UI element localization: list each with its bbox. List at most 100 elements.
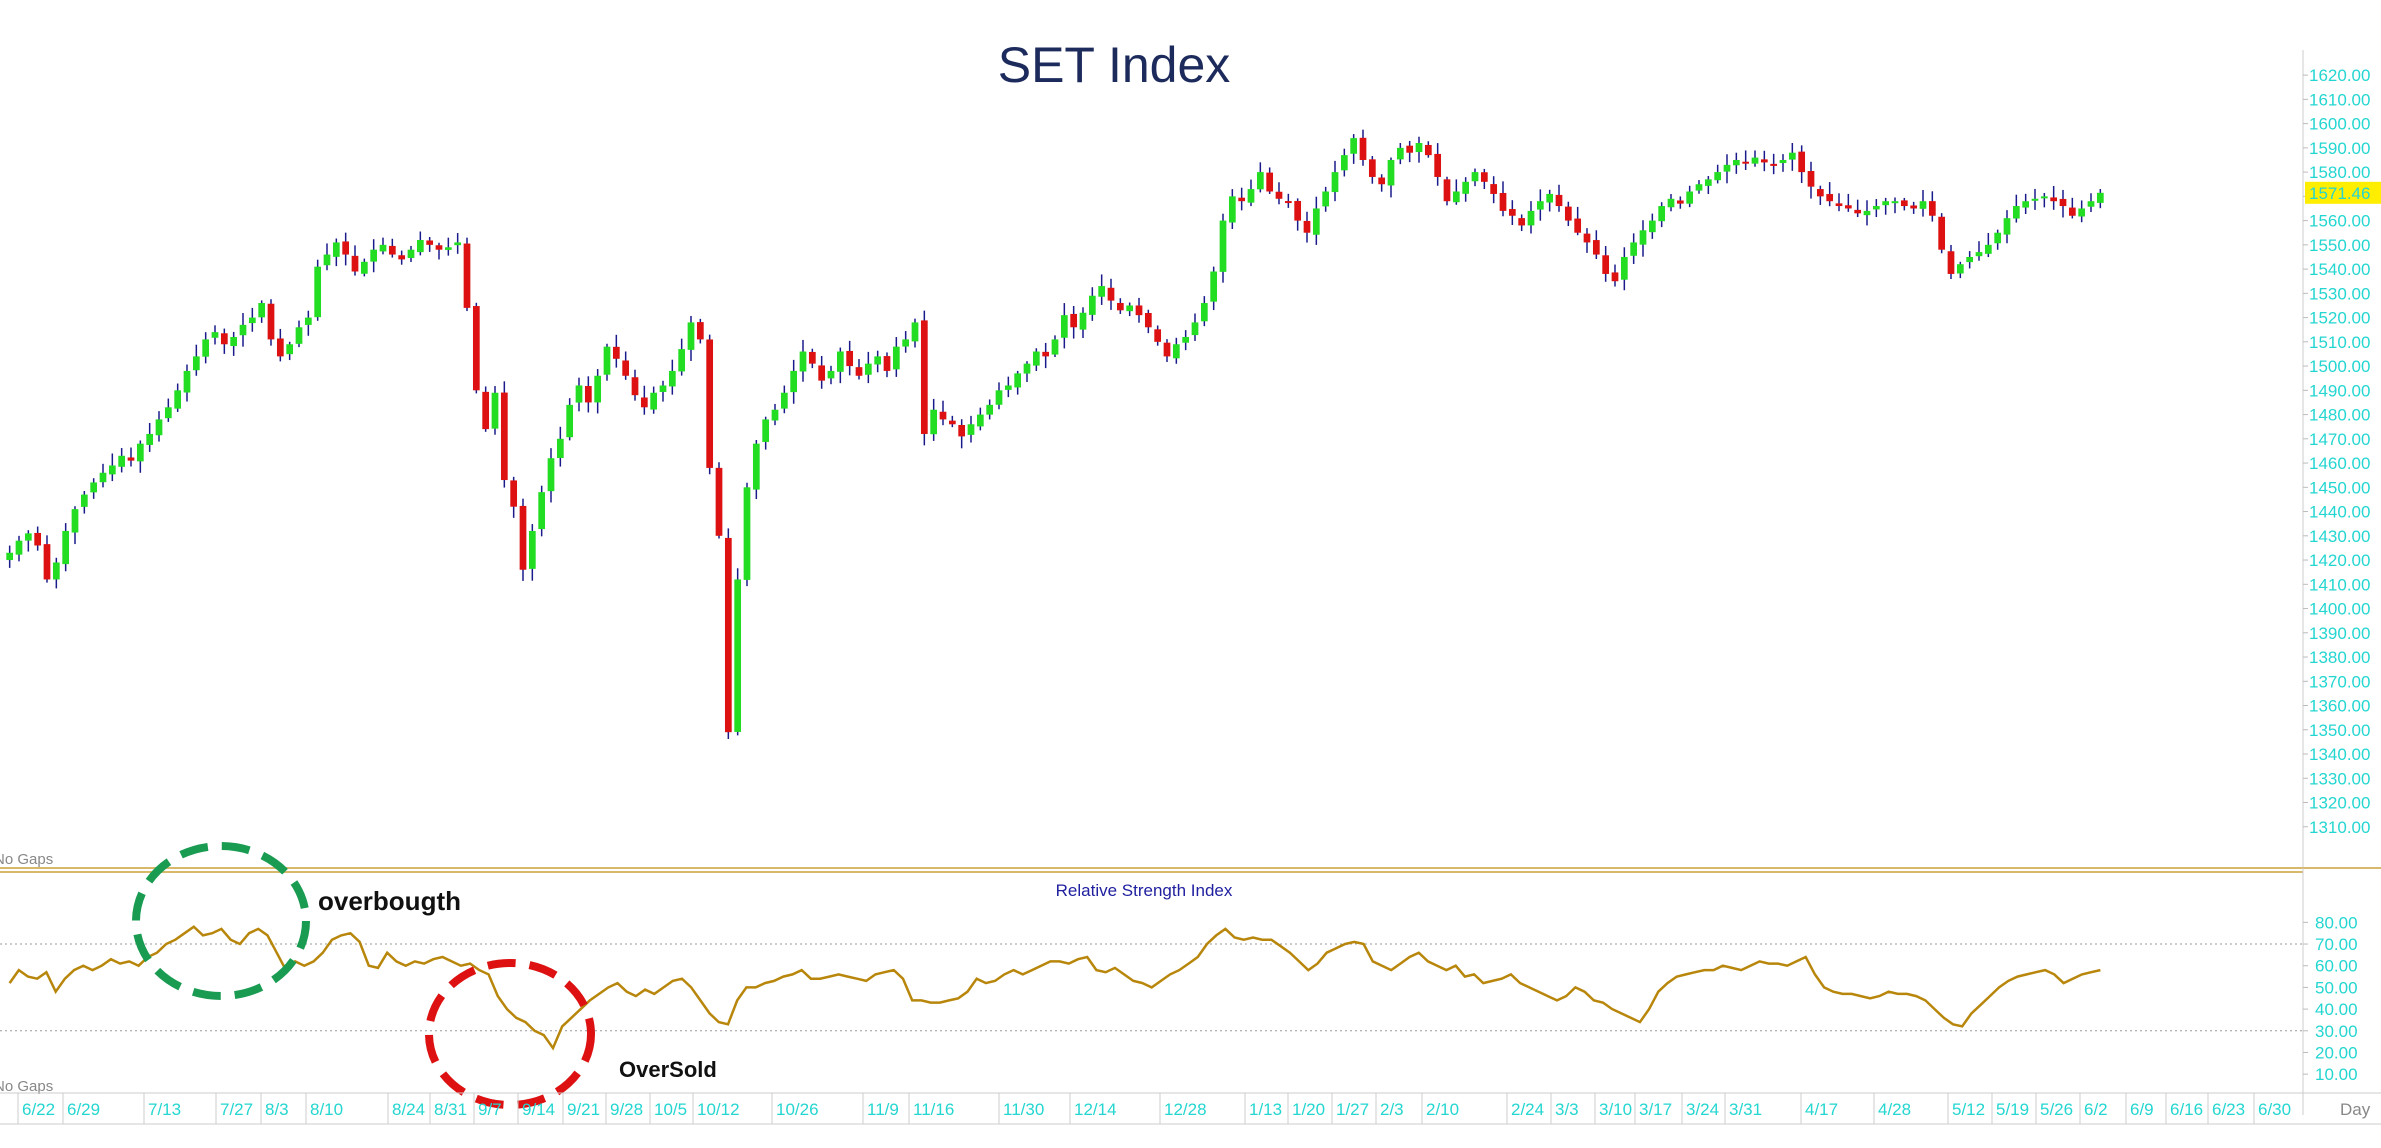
candle — [118, 448, 126, 473]
candle — [71, 506, 79, 545]
candle — [444, 237, 452, 256]
candle-body-up — [360, 261, 368, 274]
candle — [1163, 339, 1171, 362]
candle — [1443, 176, 1451, 206]
candle-body-down — [1564, 206, 1572, 221]
candle-body-up — [2087, 201, 2095, 207]
candle — [1060, 303, 1068, 349]
candle — [1378, 174, 1386, 192]
candle — [1424, 141, 1432, 158]
candle — [2012, 194, 2020, 223]
candle-body-up — [995, 390, 1003, 405]
oversold-circle — [425, 959, 595, 1109]
candle-body-up — [864, 363, 872, 375]
price-axis-tick-label: 1330.00 — [2309, 769, 2370, 788]
candle — [1620, 247, 1628, 291]
candle — [510, 476, 518, 518]
candle-body-up — [239, 324, 247, 336]
candle — [892, 337, 900, 377]
candle-body-down — [1144, 313, 1152, 328]
candle-body-down — [1490, 184, 1498, 194]
candle — [211, 325, 219, 345]
price-axis-tick-label: 1460.00 — [2309, 454, 2370, 473]
candle-body-up — [1863, 210, 1871, 216]
candle-body-up — [1966, 256, 1974, 263]
candle-body-up — [1191, 322, 1199, 336]
oversold-label: OverSold — [619, 1057, 717, 1082]
x-axis-tick-label: 10/12 — [697, 1100, 740, 1119]
candle-body-up — [1088, 295, 1096, 315]
candle — [1667, 194, 1675, 212]
candle-body-down — [463, 243, 471, 308]
price-title-group: SET Index — [998, 37, 1231, 93]
candle-body-down — [846, 350, 854, 367]
candle — [1994, 229, 2002, 250]
candle — [1004, 376, 1012, 398]
candle — [1826, 182, 1834, 207]
candle-body-up — [248, 317, 256, 324]
candle-body-down — [1042, 351, 1050, 357]
candle — [1844, 193, 1852, 212]
candle — [1910, 201, 1918, 214]
x-axis-tick-label: 9/21 — [567, 1100, 600, 1119]
candle-body-down — [1275, 191, 1283, 199]
candle-body-up — [1882, 201, 1890, 206]
candle-body-up — [650, 392, 658, 410]
candle-body-up — [1695, 184, 1703, 191]
candle — [1312, 196, 1320, 245]
candle — [743, 482, 751, 587]
candle — [631, 369, 639, 401]
candle-body-down — [1592, 240, 1600, 255]
candle — [1555, 184, 1563, 212]
candle — [454, 233, 462, 254]
candle-body-up — [2022, 201, 2030, 208]
candle-body-up — [678, 349, 686, 372]
candle — [1480, 168, 1488, 190]
candle — [519, 498, 527, 581]
x-axis-tick-label: 12/28 — [1164, 1100, 1207, 1119]
x-axis-tick-label: 1/13 — [1249, 1100, 1282, 1119]
candle — [2068, 197, 2076, 219]
candle-body-down — [1854, 209, 1862, 214]
price-axis-tick-label: 1500.00 — [2309, 357, 2370, 376]
price-axis-tick-label: 1430.00 — [2309, 527, 2370, 546]
price-axis-tick-label: 1350.00 — [2309, 721, 2370, 740]
price-axis-tick-label: 1510.00 — [2309, 333, 2370, 352]
x-axis-tick-label: 10/26 — [776, 1100, 819, 1119]
candle — [1854, 199, 1862, 218]
candle — [986, 399, 994, 420]
candle — [1303, 211, 1311, 243]
candle-body-up — [1984, 244, 1992, 254]
candle-body-down — [1406, 145, 1414, 153]
last-value-label: 1571.46 — [2309, 184, 2370, 203]
x-axis-tick-label: 11/9 — [867, 1100, 899, 1119]
candle-body-down — [939, 411, 947, 420]
candle-body-down — [398, 255, 406, 260]
candle — [2078, 200, 2086, 223]
candle — [528, 524, 536, 581]
candle-body-down — [948, 420, 956, 425]
candle-body-down — [1378, 177, 1386, 185]
rsi-axis-tick-label: 80.00 — [2315, 913, 2358, 932]
candle — [1275, 182, 1283, 205]
candle — [398, 250, 406, 265]
candle-body-up — [892, 346, 900, 370]
candle — [939, 400, 947, 426]
candle — [612, 334, 620, 368]
candle-body-down — [510, 480, 518, 507]
candle-body-down — [1947, 251, 1955, 274]
candle — [1723, 154, 1731, 184]
candle-body-up — [827, 370, 835, 379]
candle-body-up — [1714, 172, 1722, 181]
candle-body-up — [174, 390, 182, 409]
candle — [687, 315, 695, 361]
candle-body-down — [1499, 192, 1507, 211]
candle-body-up — [1079, 312, 1087, 330]
candle — [1751, 150, 1759, 167]
candle — [874, 350, 882, 373]
candle-body-up — [136, 443, 144, 462]
candle-body-down — [2059, 198, 2067, 207]
price-y-axis: 1620.001610.001600.001590.001580.001570.… — [2302, 50, 2370, 868]
candle — [1630, 233, 1638, 264]
candle — [584, 376, 592, 413]
